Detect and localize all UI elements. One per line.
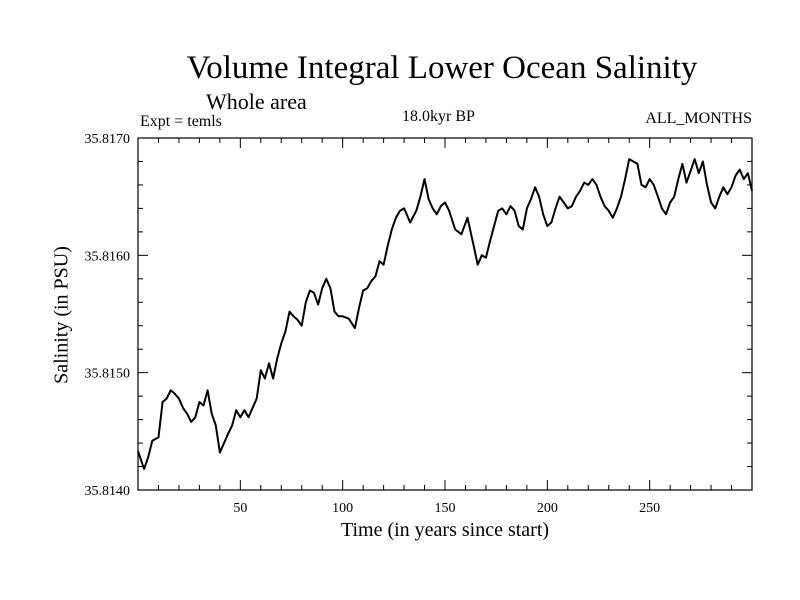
x-tick-label: 200 [537,501,558,516]
chart-subtitle: Whole area [206,89,307,114]
chart-title: Volume Integral Lower Ocean Salinity [186,50,698,86]
salinity-series-line [137,158,753,470]
plot-frame [137,137,753,491]
experiment-label: Expt = temls [140,113,222,130]
period-label: 18.0kyr BP [402,108,475,125]
axis-ticks [138,138,752,490]
y-tick-label: 35.8150 [85,367,131,382]
y-tick-label: 35.8140 [85,484,131,499]
y-tick-label: 35.8160 [85,249,131,264]
x-tick-label: 50 [233,501,247,516]
months-label: ALL_MONTHS [645,110,752,127]
x-tick-label: 150 [435,501,456,516]
x-axis-label: Time (in years since start) [340,519,550,541]
x-tick-label: 250 [639,501,660,516]
tick-labels: 50 100 150 200 250 35.8140 35.8150 35.8160 35.81… [85,132,661,516]
y-tick-label: 35.8170 [85,132,131,147]
x-tick-label: 100 [332,501,353,516]
